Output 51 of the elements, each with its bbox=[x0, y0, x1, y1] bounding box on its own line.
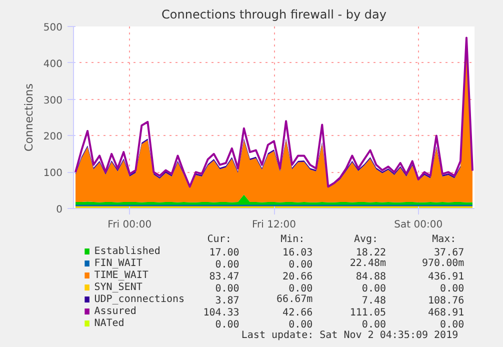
text: 0.00 bbox=[215, 284, 240, 294]
legend-label: Assured bbox=[94, 306, 136, 317]
text: 108.76 bbox=[428, 296, 464, 306]
chart-title: Connections through firewall - by day bbox=[162, 8, 386, 22]
text: 0.00 bbox=[215, 260, 240, 270]
y-axis-title: Connections bbox=[22, 83, 36, 152]
y-tick-label: 200 bbox=[43, 132, 63, 143]
legend-label: Established bbox=[94, 246, 160, 257]
text: 16.03 bbox=[282, 248, 313, 258]
legend-label: TIME_WAIT bbox=[94, 270, 148, 281]
text: Min: bbox=[280, 234, 305, 245]
text: 3.87 bbox=[215, 296, 240, 306]
text: 0.00 bbox=[440, 284, 464, 294]
text: 37.67 bbox=[434, 248, 464, 258]
text: 0.00 bbox=[288, 260, 313, 270]
text: 0.00 bbox=[215, 320, 240, 330]
legend-label: UDP_connections bbox=[94, 294, 185, 305]
text: Max: bbox=[432, 234, 456, 245]
text: 66.67m bbox=[276, 294, 313, 305]
text: 0.00 bbox=[362, 284, 386, 294]
text: Cur: bbox=[207, 234, 232, 245]
text: Last update: Sat Nov 2 04:35:09 2019 bbox=[241, 330, 458, 341]
y-tick-label: 400 bbox=[43, 58, 63, 70]
text: 42.66 bbox=[282, 308, 313, 318]
text: 436.91 bbox=[428, 272, 464, 282]
text: 20.66 bbox=[282, 272, 313, 282]
text: 0.00 bbox=[440, 320, 464, 330]
y-tick-label: 500 bbox=[43, 22, 63, 34]
text: 83.47 bbox=[209, 272, 240, 282]
text: 17.00 bbox=[209, 248, 240, 258]
x-tick-label: Fri 12:00 bbox=[252, 220, 296, 230]
text: 84.88 bbox=[356, 272, 386, 282]
text: 970.00m bbox=[422, 258, 464, 269]
text: Avg: bbox=[354, 234, 378, 245]
text: 104.33 bbox=[203, 308, 240, 318]
legend-label: SYN_SENT bbox=[94, 282, 142, 293]
y-tick-label: 300 bbox=[43, 95, 63, 106]
text: 22.48m bbox=[350, 258, 386, 269]
y-tick-label: 0 bbox=[56, 204, 63, 216]
text: 18.22 bbox=[356, 248, 386, 258]
text: 111.05 bbox=[350, 308, 386, 318]
text: 0.00 bbox=[288, 320, 313, 330]
text: 7.48 bbox=[362, 296, 386, 306]
y-tick-label: 100 bbox=[43, 168, 63, 180]
text: 468.91 bbox=[428, 308, 464, 318]
x-tick-label: Sat 00:00 bbox=[394, 220, 443, 230]
legend-label: NATed bbox=[94, 318, 124, 329]
text: 0.00 bbox=[362, 320, 386, 330]
legend-label: FIN_WAIT bbox=[94, 258, 142, 269]
x-tick-label: Fri 00:00 bbox=[108, 220, 152, 230]
text: 0.00 bbox=[288, 284, 313, 294]
